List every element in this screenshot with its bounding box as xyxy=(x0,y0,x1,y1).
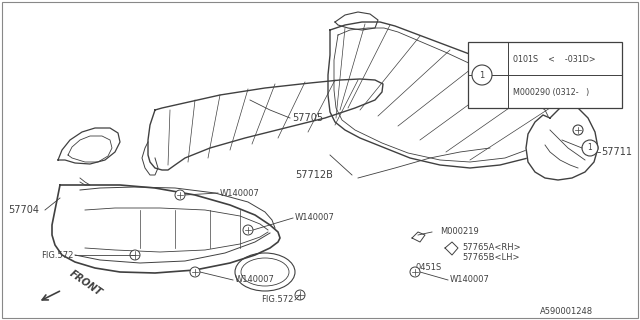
Circle shape xyxy=(582,140,598,156)
Text: M000290 (0312-   ): M000290 (0312- ) xyxy=(513,87,589,97)
Text: 0101S    <    -031D>: 0101S < -031D> xyxy=(513,54,596,63)
Circle shape xyxy=(243,225,253,235)
Polygon shape xyxy=(328,22,568,168)
Text: FIG.572: FIG.572 xyxy=(260,295,293,305)
Text: 1: 1 xyxy=(588,143,593,153)
Polygon shape xyxy=(148,79,383,170)
Circle shape xyxy=(175,190,185,200)
Circle shape xyxy=(190,267,200,277)
Text: FIG.572: FIG.572 xyxy=(40,251,73,260)
Text: 57712B: 57712B xyxy=(295,170,333,180)
Circle shape xyxy=(472,65,492,85)
Text: W140007: W140007 xyxy=(295,213,335,222)
Circle shape xyxy=(410,267,420,277)
Text: 0451S: 0451S xyxy=(415,263,441,273)
Circle shape xyxy=(295,290,305,300)
Text: W140007: W140007 xyxy=(220,188,260,197)
Text: W140007: W140007 xyxy=(450,276,490,284)
Text: FRONT: FRONT xyxy=(68,268,104,298)
Text: M000219: M000219 xyxy=(440,228,479,236)
Text: 57765B<LH>: 57765B<LH> xyxy=(462,253,520,262)
Polygon shape xyxy=(335,12,378,30)
Text: 1: 1 xyxy=(479,70,484,79)
Text: 57765A<RH>: 57765A<RH> xyxy=(462,244,520,252)
Circle shape xyxy=(130,250,140,260)
Text: 57704: 57704 xyxy=(8,205,39,215)
Text: A590001248: A590001248 xyxy=(540,308,593,316)
FancyBboxPatch shape xyxy=(468,42,622,108)
Polygon shape xyxy=(526,105,598,180)
Text: 57711: 57711 xyxy=(601,147,632,157)
Text: W140007: W140007 xyxy=(235,276,275,284)
Text: 57705: 57705 xyxy=(292,113,323,123)
